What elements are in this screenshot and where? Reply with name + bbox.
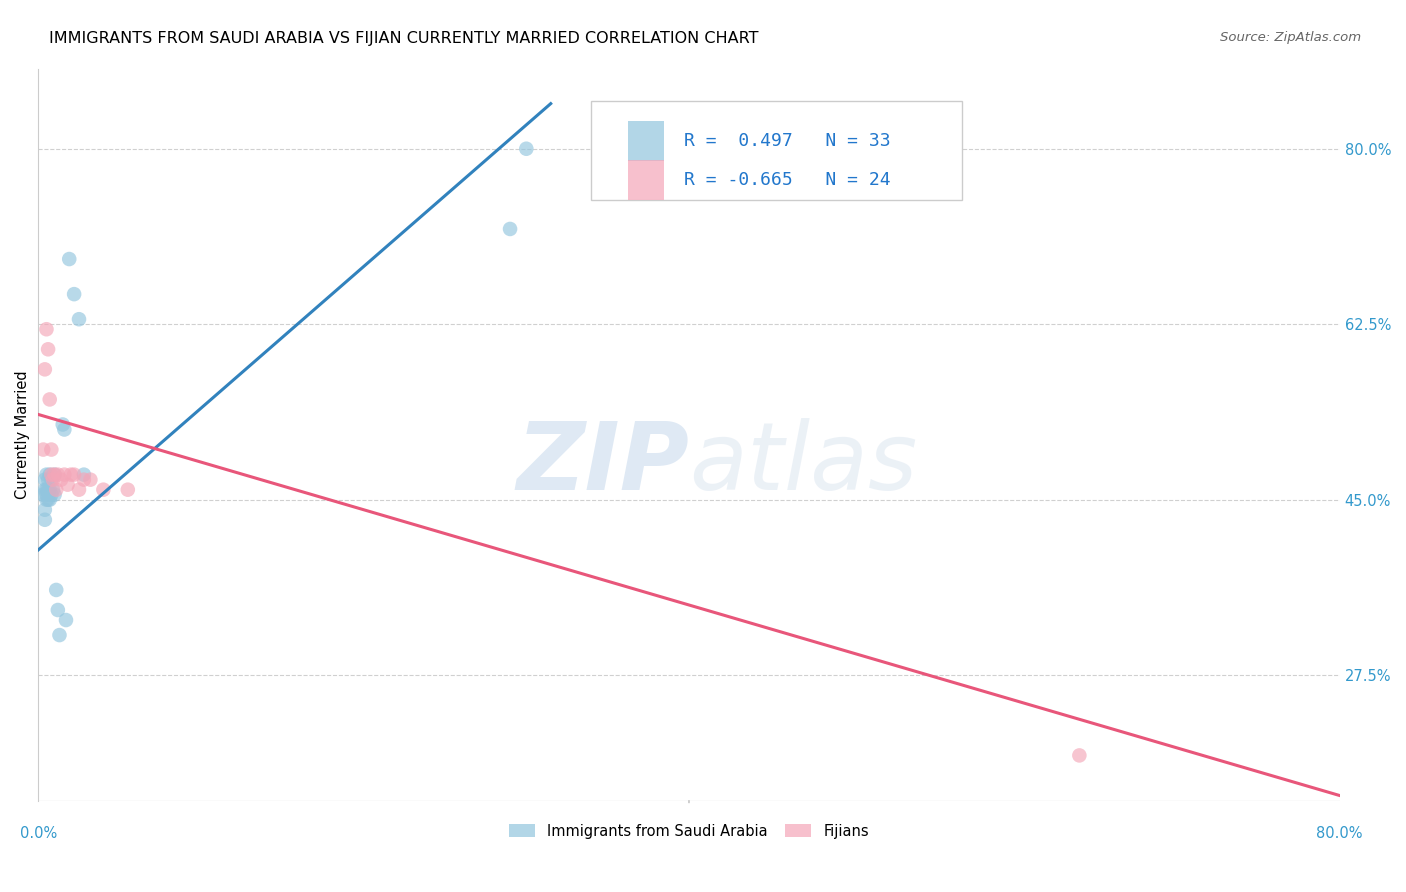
Point: [37, 492, 59, 507]
Y-axis label: Currently Married: Currently Married: [15, 370, 30, 499]
Point: [38, 392, 60, 407]
Point: [35, 467, 58, 482]
Point: [52, 417, 75, 432]
Text: R = -0.665   N = 24: R = -0.665 N = 24: [683, 171, 890, 189]
Point: [42, 483, 65, 497]
Point: [34, 483, 56, 497]
Point: [34, 513, 56, 527]
Point: [79, 473, 101, 487]
Point: [1069, 748, 1091, 763]
Point: [73, 473, 96, 487]
Point: [45, 483, 67, 497]
Text: Source: ZipAtlas.com: Source: ZipAtlas.com: [1220, 31, 1361, 45]
FancyBboxPatch shape: [628, 161, 664, 201]
Text: IMMIGRANTS FROM SAUDI ARABIA VS FIJIAN CURRENTLY MARRIED CORRELATION CHART: IMMIGRANTS FROM SAUDI ARABIA VS FIJIAN C…: [49, 31, 759, 46]
Point: [44, 467, 66, 482]
Point: [63, 467, 86, 482]
Point: [35, 488, 58, 502]
Point: [59, 467, 82, 482]
Text: ZIP: ZIP: [516, 417, 689, 510]
Point: [34, 502, 56, 516]
Point: [44, 488, 66, 502]
Point: [515, 142, 537, 156]
Point: [35, 483, 58, 497]
Point: [44, 467, 66, 482]
Point: [63, 287, 86, 301]
Point: [67, 483, 90, 497]
Point: [41, 488, 63, 502]
Point: [58, 252, 80, 266]
Point: [117, 483, 139, 497]
Point: [38, 492, 60, 507]
Point: [37, 473, 59, 487]
Point: [48, 628, 70, 642]
Point: [67, 312, 90, 326]
Point: [41, 473, 63, 487]
Point: [41, 442, 63, 457]
Text: 0.0%: 0.0%: [20, 825, 58, 840]
Legend: Immigrants from Saudi Arabia, Fijians: Immigrants from Saudi Arabia, Fijians: [503, 818, 875, 845]
Point: [32, 442, 55, 457]
Point: [35, 322, 58, 336]
Text: R =  0.497   N = 33: R = 0.497 N = 33: [683, 132, 890, 150]
Text: atlas: atlas: [689, 418, 917, 509]
Point: [37, 343, 59, 357]
Point: [53, 423, 76, 437]
Point: [34, 473, 56, 487]
Point: [49, 473, 72, 487]
Point: [38, 483, 60, 497]
Point: [55, 613, 77, 627]
Point: [93, 483, 115, 497]
Point: [38, 467, 60, 482]
FancyBboxPatch shape: [592, 102, 962, 201]
Point: [73, 467, 96, 482]
Point: [56, 477, 79, 491]
Point: [32, 488, 55, 502]
Point: [42, 473, 65, 487]
Point: [46, 603, 69, 617]
Point: [41, 467, 63, 482]
Text: 80.0%: 80.0%: [1316, 825, 1362, 840]
Point: [35, 492, 58, 507]
Point: [34, 362, 56, 376]
Point: [499, 222, 522, 236]
FancyBboxPatch shape: [628, 120, 664, 161]
Point: [37, 483, 59, 497]
Point: [46, 467, 69, 482]
Point: [45, 582, 67, 597]
Point: [53, 467, 76, 482]
